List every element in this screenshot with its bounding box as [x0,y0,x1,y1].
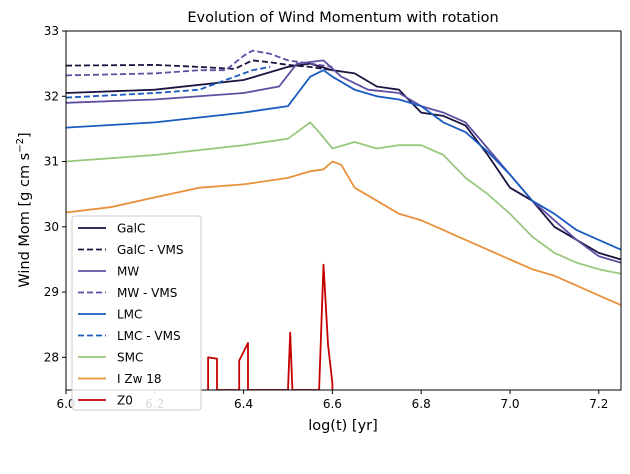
x-axis-label: log(t) [yr] [308,418,378,434]
y-tick-label: 32 [44,89,59,103]
x-tick-label: 6.8 [412,397,431,411]
series-line-galc-vms [66,59,333,72]
plot-frame [65,30,622,391]
series-line-lmc-vms [66,66,271,99]
y-tick-label: 33 [44,24,59,38]
legend-label-galc: GalC [117,222,145,236]
x-tick-label: 6.6 [323,397,342,411]
series-line-mw-vms [66,49,333,77]
legend-label-lmc: LMC [117,308,142,322]
y-tick-label: 31 [44,155,59,169]
x-tick-label: 7.2 [589,397,608,411]
y-axis-label-end: ] [17,132,33,138]
legend-label-mw: MW [117,265,139,279]
y-axis: 28 29 30 31 32 33 [44,24,66,364]
series-line-i-zw-18 [66,160,621,306]
legend-label-i-zw-18: I Zw 18 [117,372,161,386]
series-line-z0 [207,263,334,390]
legend-label-smc: SMC [117,351,143,365]
y-axis-label-exponent: −2 [15,138,26,153]
series-layer [66,49,621,390]
series-line-galc [66,62,621,261]
x-tick-label: 6.4 [234,397,253,411]
chart-title: Evolution of Wind Momentum with rotation [187,10,498,26]
x-tick-label: 7.0 [500,397,519,411]
legend: GalC GalC - VMS MW MW - VMS LMC LMC - VMS SMC I… [71,215,202,411]
y-tick-label: 30 [44,220,59,234]
series-line-lmc [66,69,621,251]
x-tick-label: 6.0 [56,397,75,411]
legend-label-lmc-vms: LMC - VMS [117,329,181,343]
x-axis: 6.06.26.46.66.87.07.2 [56,390,608,411]
y-tick-label: 29 [44,285,59,299]
legend-label-z0: Z0 [117,394,133,408]
y-tick-label: 28 [44,350,59,364]
legend-label-galc-vms: GalC - VMS [117,243,184,257]
legend-box [71,215,202,411]
y-axis-label: Wind Mom [g cm s−2] [15,132,33,287]
series-line-smc [66,121,621,275]
legend-label-mw-vms: MW - VMS [117,286,177,300]
